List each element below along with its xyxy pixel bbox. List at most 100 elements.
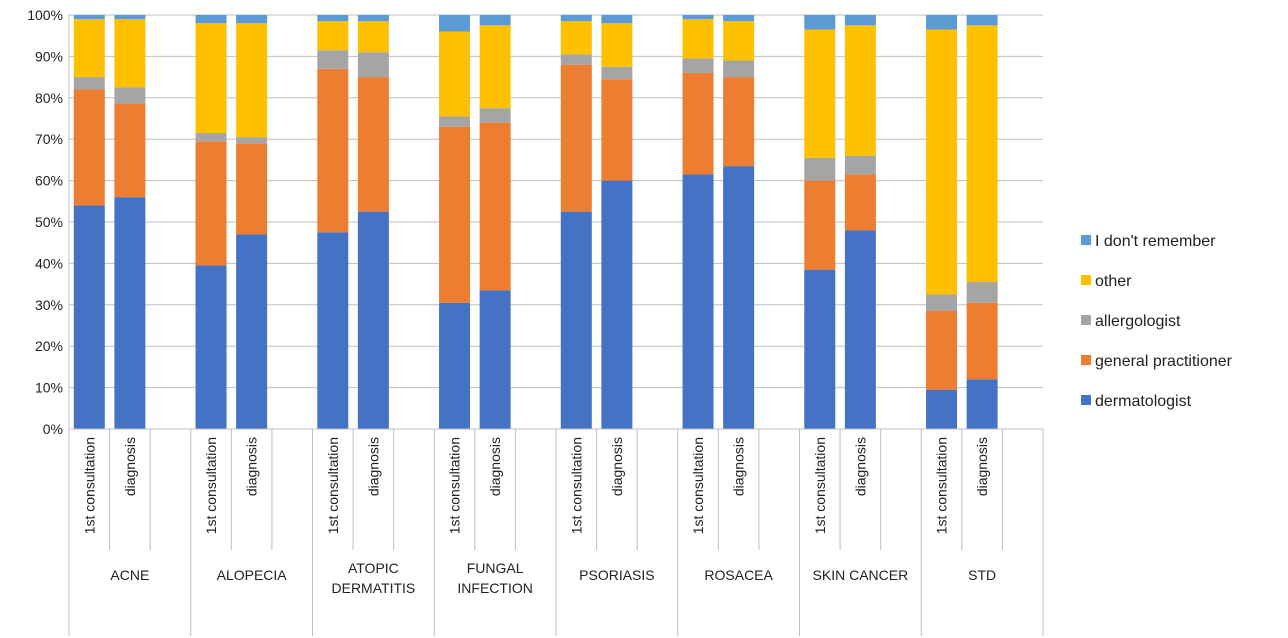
subcategory-label: diagnosis: [974, 437, 990, 496]
subcategory-label: diagnosis: [731, 437, 747, 496]
bar-segment: [723, 15, 755, 22]
bar-segment: [195, 141, 227, 266]
group-label: FUNGAL INFECTION: [457, 560, 532, 596]
legend-label: dermatologist: [1095, 393, 1192, 410]
subcategory-label: 1st consultation: [203, 437, 219, 534]
legend-swatch: [1081, 395, 1091, 405]
bar-segment: [560, 211, 592, 429]
bar-segment: [966, 379, 998, 429]
legend-swatch: [1081, 235, 1091, 245]
bar-segment: [73, 205, 105, 429]
bar-segment: [479, 15, 511, 26]
subcategory-label: diagnosis: [852, 437, 868, 496]
bar-segment: [844, 25, 876, 156]
bar-segment: [804, 180, 836, 270]
gridlines: [69, 14, 1043, 389]
bar-segment: [195, 132, 227, 142]
bar-segment: [317, 15, 349, 22]
bar-segment: [560, 64, 592, 212]
bar-segment: [844, 155, 876, 175]
bar-segment: [357, 15, 389, 22]
subcategory-label: diagnosis: [609, 437, 625, 496]
bar-segment: [682, 15, 714, 20]
bar-segment: [682, 19, 714, 59]
bar-segment: [601, 180, 633, 429]
bar-segment: [357, 52, 389, 78]
group-label: ROSACEA: [704, 567, 773, 583]
y-tick-label: 10%: [35, 380, 63, 396]
bar-segment: [439, 31, 471, 117]
bar-segment: [236, 137, 268, 144]
subcategory-label: 1st consultation: [81, 437, 97, 534]
bar-segment: [966, 282, 998, 303]
bar-segment: [682, 174, 714, 429]
bar-segment: [601, 15, 633, 24]
bar-segment: [723, 166, 755, 430]
y-tick-label: 30%: [35, 297, 63, 313]
y-tick-label: 50%: [35, 214, 63, 230]
bar-segment: [601, 79, 633, 181]
bar-segment: [804, 157, 836, 181]
bar-segment: [966, 302, 998, 380]
bar-segment: [723, 77, 755, 167]
y-tick-label: 90%: [35, 48, 63, 64]
legend-swatch: [1081, 315, 1091, 325]
bar-segment: [804, 15, 836, 30]
bar-segment: [236, 23, 268, 138]
bar-segment: [560, 54, 592, 65]
bar-segment: [804, 269, 836, 429]
bar-segment: [682, 58, 714, 73]
bar-segment: [966, 15, 998, 26]
bar-segment: [73, 89, 105, 206]
bar-segment: [114, 87, 146, 105]
bar-segment: [479, 25, 511, 109]
bar-segment: [439, 116, 471, 127]
subcategory-label: 1st consultation: [568, 437, 584, 534]
y-tick-label: 70%: [35, 131, 63, 147]
group-label: PSORIASIS: [579, 567, 654, 583]
bar-segment: [317, 21, 349, 51]
subcategory-label: 1st consultation: [325, 437, 341, 534]
bar-segment: [926, 29, 958, 295]
subcategory-label: 1st consultation: [447, 437, 463, 534]
y-tick-label: 60%: [35, 173, 63, 189]
legend-label: allergologist: [1095, 313, 1181, 330]
bar-segment: [439, 302, 471, 429]
bar-segment: [844, 15, 876, 26]
subcategory-label: diagnosis: [487, 437, 503, 496]
y-tick-label: 80%: [35, 90, 63, 106]
bar-segment: [926, 311, 958, 390]
subcategory-label: 1st consultation: [934, 437, 950, 534]
bar-segment: [114, 104, 146, 198]
bar-segment: [195, 15, 227, 24]
bar-segment: [966, 25, 998, 283]
subcategory-label: diagnosis: [365, 437, 381, 496]
bar-segment: [73, 77, 105, 90]
subcategory-label: 1st consultation: [812, 437, 828, 534]
legend-swatch: [1081, 355, 1091, 365]
bar-segment: [926, 294, 958, 312]
bar-segment: [723, 60, 755, 78]
bar-segment: [195, 23, 227, 133]
bar-segment: [114, 197, 146, 429]
bar-segment: [601, 66, 633, 80]
subcategory-label: diagnosis: [244, 437, 260, 496]
subcategory-label: diagnosis: [122, 437, 138, 496]
group-label: SKIN CANCER: [813, 567, 909, 583]
bar-segment: [236, 143, 268, 235]
bar-segment: [723, 21, 755, 61]
bar-segment: [317, 232, 349, 429]
bar-segment: [114, 19, 146, 88]
bar-segment: [195, 265, 227, 429]
group-label: ALOPECIA: [217, 567, 288, 583]
bar-segment: [236, 15, 268, 24]
bar-segment: [317, 50, 349, 69]
bar-segment: [926, 389, 958, 429]
legend: I don't remember other allergologist genera…: [1081, 233, 1233, 410]
bar-segment: [114, 15, 146, 20]
bar-segment: [804, 29, 836, 158]
bar-segment: [236, 234, 268, 429]
bar-segment: [479, 290, 511, 429]
bar-segment: [601, 23, 633, 67]
